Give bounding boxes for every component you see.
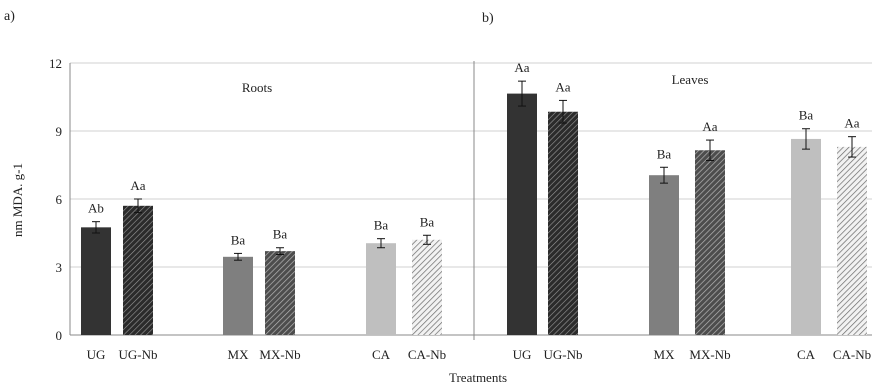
significance-letter: Aa bbox=[514, 60, 529, 75]
bar-leaves-ug bbox=[507, 93, 537, 335]
significance-letter: Aa bbox=[130, 178, 145, 193]
error-bar bbox=[848, 136, 856, 158]
y-axis-label: nm MDA. g-1 bbox=[10, 163, 25, 237]
bar-roots-ug bbox=[81, 227, 111, 335]
x-tick-label: UG bbox=[87, 347, 106, 362]
error-bar bbox=[276, 247, 284, 256]
bar-leaves-ca-nb bbox=[837, 146, 867, 335]
panel-label-b: b) bbox=[482, 11, 494, 26]
error-bar bbox=[377, 238, 385, 249]
significance-letter: Aa bbox=[702, 119, 717, 134]
bar-leaves-mx bbox=[649, 175, 679, 335]
significance-letter: Ba bbox=[799, 108, 814, 123]
x-tick-label: UG-Nb bbox=[544, 347, 583, 362]
x-tick-label: CA-Nb bbox=[408, 347, 446, 362]
significance-letter: Ab bbox=[88, 201, 104, 216]
axes bbox=[69, 61, 872, 340]
bar-roots-mx-nb bbox=[265, 251, 295, 335]
significance-letter: Ba bbox=[374, 218, 389, 233]
bar-roots-ca bbox=[366, 243, 396, 335]
x-tick-label: MX bbox=[654, 347, 676, 362]
bar-leaves-ug-nb bbox=[548, 111, 578, 335]
error-bar bbox=[423, 234, 431, 245]
significance-letter: Ba bbox=[273, 227, 288, 242]
error-bar bbox=[802, 128, 810, 150]
y-tick-label: 12 bbox=[49, 56, 62, 71]
x-tick-label: MX bbox=[228, 347, 250, 362]
significance-letter: Ba bbox=[657, 146, 672, 161]
significance-letter: Aa bbox=[844, 116, 859, 131]
bar-leaves-mx-nb bbox=[695, 150, 725, 335]
bar-roots-mx bbox=[223, 256, 253, 335]
panel-title-leaves: Leaves bbox=[672, 72, 709, 87]
bars bbox=[81, 80, 867, 335]
bar-roots-ug-nb bbox=[123, 205, 153, 335]
error-bar bbox=[234, 252, 242, 261]
labels: 0 3 6 9 12 Ab UG Aa UG-Nb Ba MX Ba MX-Nb Ba CA Ba CA-Nb A… bbox=[49, 56, 871, 362]
error-bar bbox=[559, 99, 567, 124]
x-tick-label: MX-Nb bbox=[259, 347, 300, 362]
gridlines bbox=[70, 62, 872, 336]
bar-leaves-ca bbox=[791, 138, 821, 335]
panel-title-roots: Roots bbox=[242, 80, 272, 95]
x-tick-label: CA bbox=[372, 347, 391, 362]
significance-letter: Ba bbox=[420, 214, 435, 229]
x-tick-label: CA-Nb bbox=[833, 347, 871, 362]
y-tick-label: 9 bbox=[56, 124, 63, 139]
error-bar bbox=[518, 80, 526, 107]
error-bar bbox=[706, 139, 714, 161]
error-bar bbox=[92, 221, 100, 234]
bar-roots-ca-nb bbox=[412, 239, 442, 335]
y-tick-label: 0 bbox=[56, 328, 63, 343]
x-tick-label: UG bbox=[513, 347, 532, 362]
error-bar bbox=[134, 198, 142, 214]
y-tick-label: 6 bbox=[56, 192, 63, 207]
significance-letter: Aa bbox=[555, 79, 570, 94]
x-axis-label: Treatments bbox=[449, 370, 507, 385]
significance-letter: Ba bbox=[231, 232, 246, 247]
error-bar bbox=[660, 166, 668, 184]
panel-label-a: a) bbox=[4, 9, 15, 24]
x-tick-label: UG-Nb bbox=[119, 347, 158, 362]
x-tick-label: MX-Nb bbox=[689, 347, 730, 362]
y-tick-label: 3 bbox=[56, 260, 63, 275]
x-tick-label: CA bbox=[797, 347, 816, 362]
